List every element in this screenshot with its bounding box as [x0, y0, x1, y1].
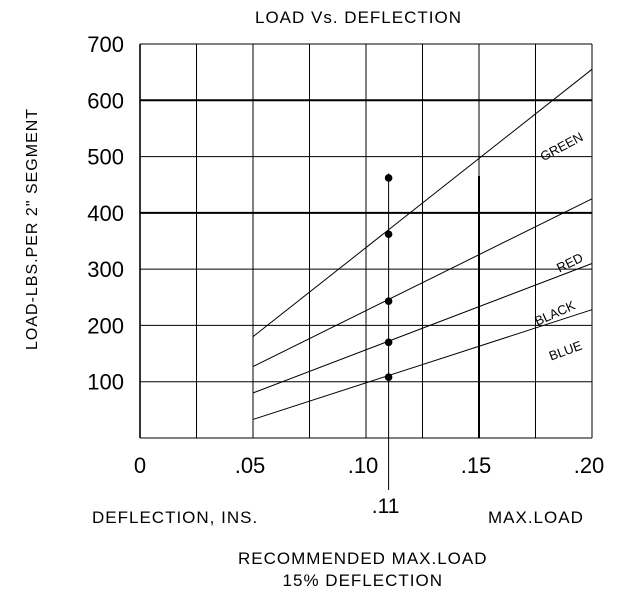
x-tick-label: .10	[348, 453, 379, 478]
series-label-black: BLACK	[532, 297, 577, 328]
marker-point	[384, 230, 393, 239]
max-load-label: MAX.LOAD	[488, 508, 584, 527]
marker-point	[384, 174, 393, 182]
recommended-line-1: RECOMMENDED MAX.LOAD	[238, 549, 488, 568]
chart-title: LOAD Vs. DEFLECTION	[255, 8, 462, 27]
grid	[139, 43, 593, 439]
marker-point	[384, 338, 393, 347]
y-tick-label: 100	[87, 370, 124, 395]
x-tick-label: .15	[461, 453, 492, 478]
y-tick-label: 200	[87, 313, 124, 338]
x-axis-label: DEFLECTION, INS.	[92, 508, 259, 527]
y-axis-label: LOAD-LBS.PER 2" SEGMENT	[24, 107, 41, 350]
series-line-green	[252, 68, 593, 338]
y-tick-label: 400	[87, 201, 124, 226]
marker-point	[384, 373, 393, 382]
y-tick-label: 600	[87, 88, 124, 113]
recommended-marker: .11	[372, 173, 400, 518]
marker-label: .11	[372, 495, 400, 518]
recommended-note: RECOMMENDED MAX.LOAD 15% DEFLECTION	[238, 548, 488, 592]
y-tick-label: 500	[87, 145, 124, 170]
tick-labels: 100 200 300 400 500 600 700 0 .05 .10 .15 .20	[87, 32, 604, 478]
x-tick-label: .05	[235, 453, 266, 478]
series-line-black	[252, 263, 593, 394]
series-line-red	[252, 198, 593, 367]
recommended-line-2: 15% DEFLECTION	[282, 571, 443, 590]
series-label-green: GREEN	[538, 129, 586, 164]
marker-point	[384, 297, 393, 306]
series-label-blue: BLUE	[547, 338, 584, 364]
y-tick-label: 300	[87, 257, 124, 282]
y-tick-label: 700	[87, 32, 124, 57]
x-tick-label: .20	[574, 453, 605, 478]
series-line-blue	[252, 309, 593, 420]
x-tick-label: 0	[134, 453, 146, 478]
